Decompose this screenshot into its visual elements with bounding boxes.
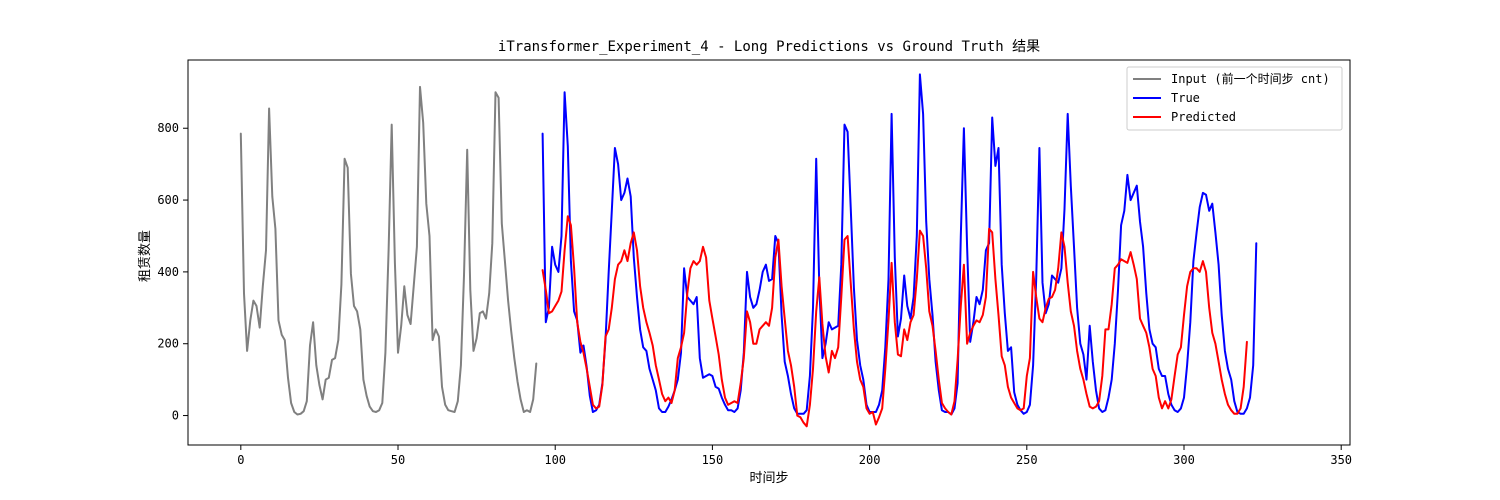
- series-layer: [239, 73, 1258, 428]
- y-axis-label: 租赁数量: [138, 230, 153, 282]
- series-line-predicted: [541, 215, 1248, 428]
- x-tick-label: 150: [702, 453, 724, 467]
- legend: Input (前一个时间步 cnt) True Predicted: [1126, 66, 1343, 131]
- x-tick-label: 250: [1016, 453, 1038, 467]
- y-tick-label: 600: [157, 193, 179, 207]
- axes-layer: 0 50 100 150 200 250 300 350 0 200 400 600 800: [157, 59, 1352, 467]
- x-tick-label: 100: [544, 453, 566, 467]
- y-tick-label: 200: [157, 337, 179, 351]
- x-tick-label: 200: [859, 453, 881, 467]
- x-tick-label: 0: [237, 453, 244, 467]
- legend-label-predicted: Predicted: [1171, 110, 1236, 124]
- legend-label-true: True: [1171, 91, 1200, 105]
- series-line-true: [541, 73, 1258, 416]
- chart-title: iTransformer_Experiment_4 - Long Predict…: [498, 39, 1040, 55]
- legend-label-input: Input (前一个时间步 cnt): [1171, 71, 1330, 86]
- y-tick-label: 800: [157, 121, 179, 135]
- series-line-input-cnt: [239, 85, 538, 416]
- x-tick-label: 350: [1330, 453, 1352, 467]
- y-tick-label: 400: [157, 265, 179, 279]
- x-tick-label: 50: [391, 453, 405, 467]
- x-axis-label: 时间步: [749, 471, 788, 486]
- plot-frame: [187, 59, 1351, 446]
- legend-frame: [1126, 66, 1343, 131]
- y-tick-label: 0: [172, 409, 179, 423]
- x-tick-label: 300: [1173, 453, 1195, 467]
